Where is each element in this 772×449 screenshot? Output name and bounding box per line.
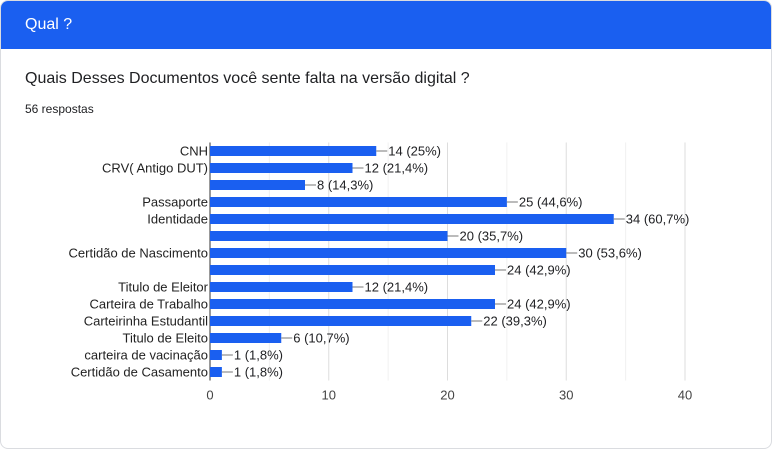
bar xyxy=(210,248,567,258)
x-tick-label: 30 xyxy=(559,388,573,403)
bar xyxy=(210,231,448,241)
data-label: 12 (21,4%) xyxy=(365,161,429,176)
data-label: 25 (44,6%) xyxy=(519,195,583,210)
question-title: Quais Desses Documentos você sente falta… xyxy=(25,70,470,87)
data-label: 34 (60,7%) xyxy=(626,212,690,227)
data-label: 1 (1,8%) xyxy=(234,365,283,380)
bar xyxy=(210,333,282,343)
bar xyxy=(210,265,495,275)
data-label: 6 (10,7%) xyxy=(293,331,349,346)
data-label: 22 (39,3%) xyxy=(483,314,547,329)
bar xyxy=(210,163,353,173)
bar xyxy=(210,316,472,326)
bar xyxy=(210,214,614,224)
category-label: Carteira de Trabalho xyxy=(89,297,208,312)
category-label: Carteirinha Estudantil xyxy=(84,314,208,329)
bar xyxy=(210,180,305,190)
category-label: carteira de vacinação xyxy=(84,348,208,363)
category-label: CRV( Antigo DUT) xyxy=(102,161,208,176)
data-label: 8 (14,3%) xyxy=(317,178,373,193)
response-count: 56 respostas xyxy=(25,102,94,116)
bar xyxy=(210,350,222,360)
x-tick-label: 40 xyxy=(678,388,692,403)
category-label: Passaporte xyxy=(142,195,208,210)
data-label: 24 (42,9%) xyxy=(507,263,571,278)
bar xyxy=(210,146,377,156)
x-tick-label: 0 xyxy=(206,388,213,403)
bar xyxy=(210,367,222,377)
category-label: Certidão de Casamento xyxy=(71,365,208,380)
category-label: Identidade xyxy=(147,212,208,227)
category-label: Titulo de Eleito xyxy=(122,331,208,346)
data-label: 20 (35,7%) xyxy=(460,229,524,244)
card-header: Qual ? xyxy=(1,1,771,49)
category-label: CNH xyxy=(180,144,208,159)
bar xyxy=(210,282,353,292)
data-label: 1 (1,8%) xyxy=(234,348,283,363)
x-tick-label: 10 xyxy=(322,388,336,403)
bar xyxy=(210,197,507,207)
x-tick-label: 20 xyxy=(440,388,454,403)
data-label: 30 (53,6%) xyxy=(578,246,642,261)
header-title: Qual ? xyxy=(25,16,73,33)
data-label: 24 (42,9%) xyxy=(507,297,571,312)
data-label: 14 (25%) xyxy=(388,144,441,159)
category-label: Certidão de Nascimento xyxy=(69,246,208,261)
category-label: Titulo de Eleitor xyxy=(118,280,209,295)
data-label: 12 (21,4%) xyxy=(365,280,429,295)
bar xyxy=(210,299,495,309)
